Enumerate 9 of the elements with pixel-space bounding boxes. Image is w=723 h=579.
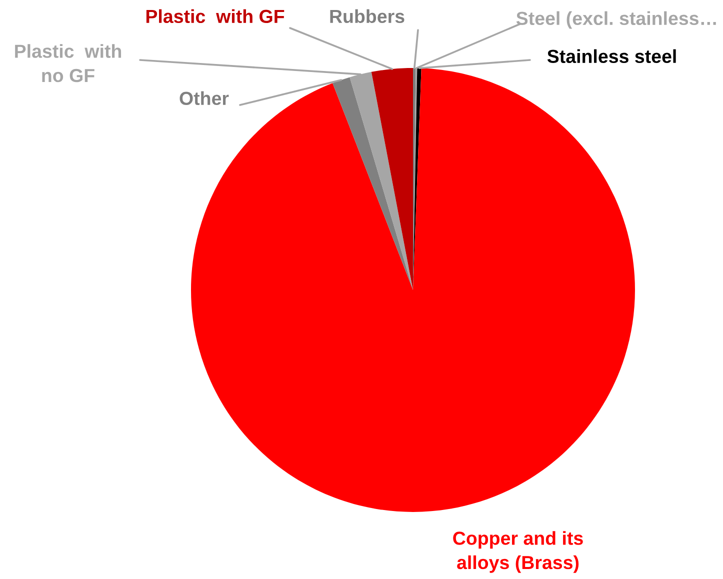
slice-label: Other (180, 91, 229, 106)
slice-label: Copper and its alloys (Brass) (453, 531, 583, 573)
slice-label: Plastic with no GF (15, 44, 122, 82)
slice-label: Plastic with GF (146, 9, 284, 24)
slice-label: Steel (excl. stainless… (516, 11, 716, 29)
pie-slice (371, 68, 413, 290)
pie-slice (332, 77, 413, 290)
slice-label: Stainless steel (547, 49, 676, 64)
slice-label: Rubbers (330, 9, 404, 24)
